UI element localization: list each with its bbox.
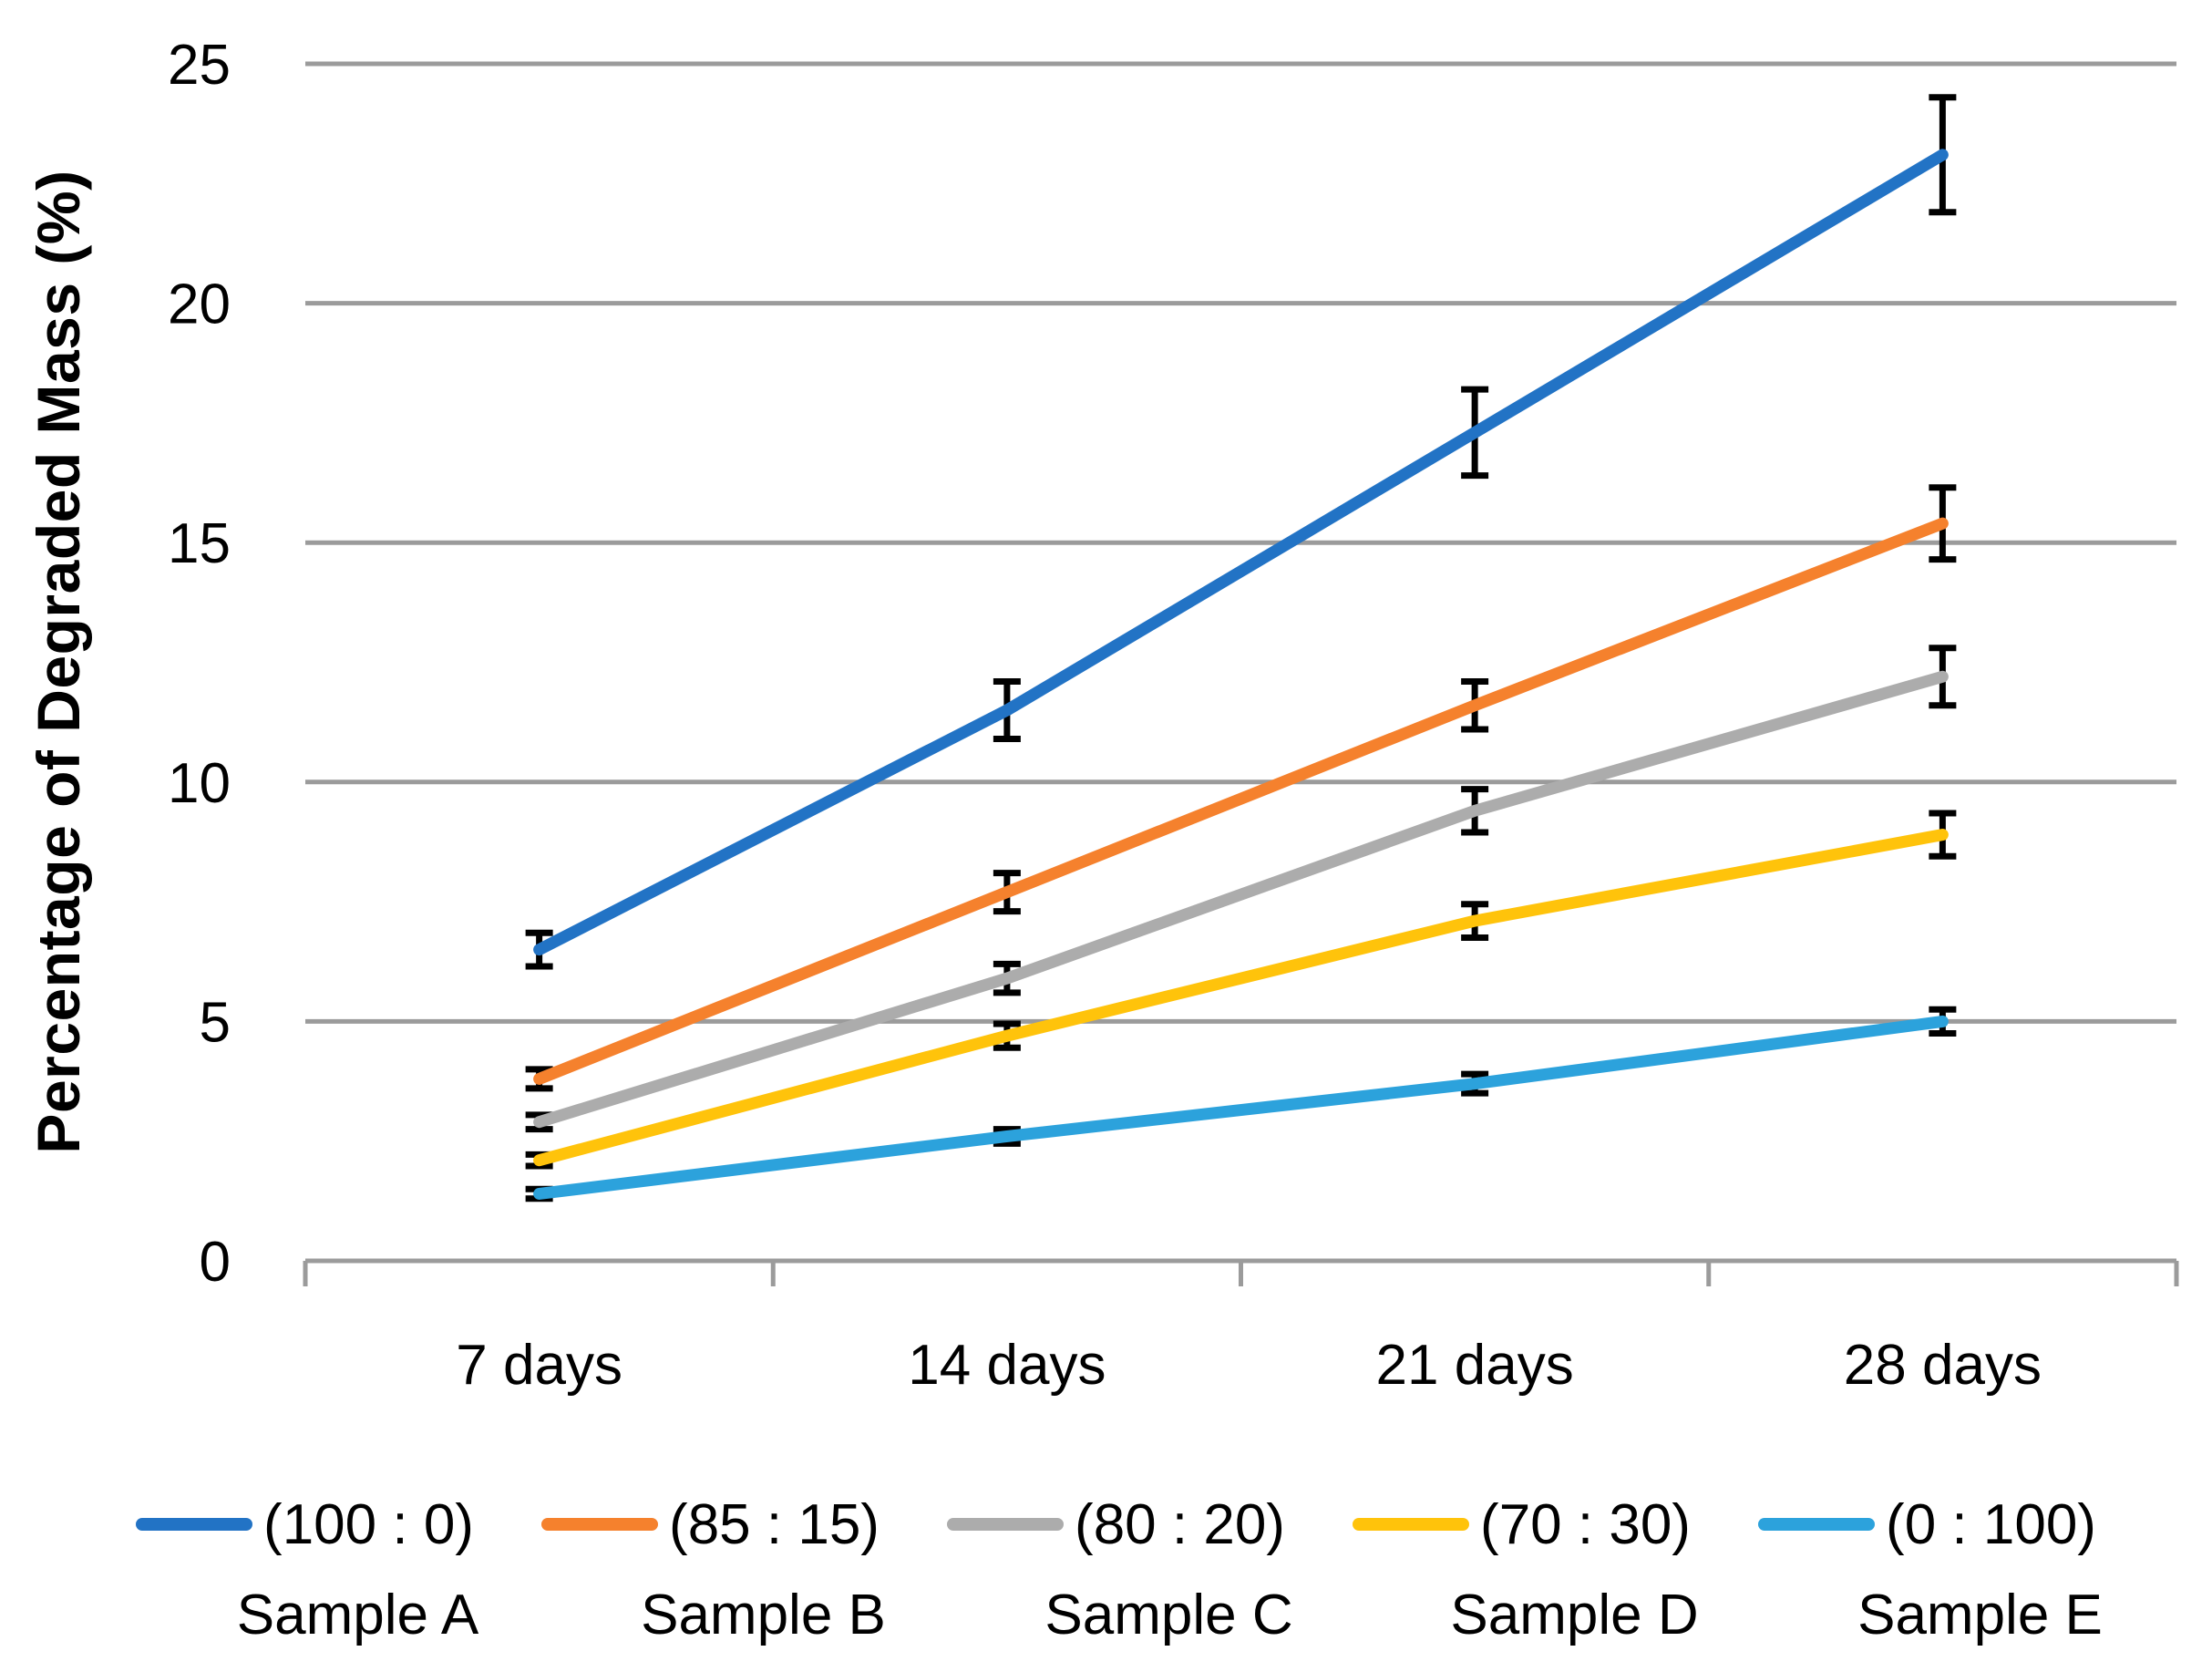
legend-item-sample-b: (85 : 15): [508, 1479, 913, 1570]
series-line-sample-d: [533, 829, 1949, 1167]
legend-swatch-sample-c: [947, 1518, 1065, 1531]
y-tick-label: 15: [168, 512, 231, 575]
legend-sample-label-sample-d: Sample D: [1450, 1584, 1699, 1646]
series-line-sample-e: [533, 1015, 1949, 1200]
y-tick-label: 10: [168, 752, 231, 815]
x-tick-label: 14 days: [908, 1334, 1106, 1397]
y-tick-label: 0: [200, 1231, 231, 1294]
legend-series-label-sample-d: (70 : 30): [1480, 1492, 1691, 1556]
legend-sample-label-sample-c: Sample C: [1044, 1584, 1293, 1646]
legend-sample-label-sample-a: Sample A: [236, 1584, 479, 1646]
legend-series-label-sample-a: (100 : 0): [263, 1492, 474, 1556]
legend-swatch-sample-a: [136, 1518, 253, 1531]
legend-series-label-sample-b: (85 : 15): [669, 1492, 880, 1556]
series-line-sample-c: [533, 670, 1949, 1129]
legend-item-sample-e: (0 : 100): [1724, 1479, 2130, 1570]
x-tick-label: 28 days: [1844, 1334, 2042, 1397]
series-line-sample-b: [533, 517, 1949, 1085]
legend-sample-label-sample-b: Sample B: [641, 1584, 886, 1646]
legend-sample-row: Sample A Sample B Sample C Sample D Sample E: [155, 1570, 2184, 1661]
legend-item-sample-d: (70 : 30): [1319, 1479, 1724, 1570]
x-tick-label: 21 days: [1376, 1334, 1574, 1397]
x-tick-label: 7 days: [456, 1334, 622, 1397]
legend-swatch-sample-d: [1353, 1518, 1470, 1531]
legend-series-label-sample-e: (0 : 100): [1886, 1492, 2096, 1556]
series-line-sample-a: [533, 149, 1949, 956]
legend-swatch-sample-b: [541, 1518, 659, 1531]
legend: (100 : 0) (85 : 15) (80 : 20) (70 : 30) (0 :…: [102, 1479, 2131, 1661]
legend-item-sample-a: (100 : 0): [102, 1479, 508, 1570]
legend-series-row: (100 : 0) (85 : 15) (80 : 20) (70 : 30) (0 :…: [102, 1479, 2131, 1570]
legend-swatch-sample-e: [1758, 1518, 1876, 1531]
legend-series-label-sample-c: (80 : 20): [1075, 1492, 1285, 1556]
y-tick-label: 20: [168, 274, 231, 336]
legend-sample-label-sample-e: Sample E: [1857, 1584, 2103, 1646]
y-tick-label: 5: [200, 991, 231, 1054]
legend-item-sample-c: (80 : 20): [913, 1479, 1319, 1570]
y-tick-label: 25: [168, 34, 231, 97]
